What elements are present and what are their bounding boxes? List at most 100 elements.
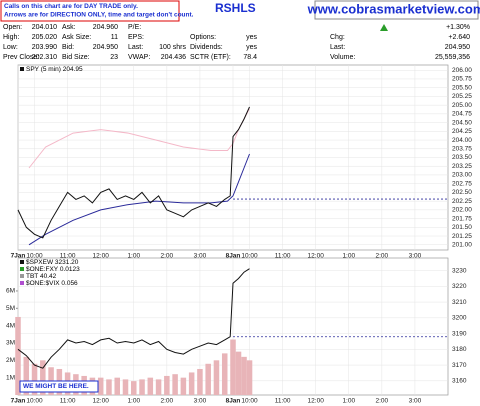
y-tick-label: 204.50	[452, 119, 472, 126]
volume-bar	[180, 377, 187, 395]
y-tick-label: 1M	[6, 374, 15, 381]
quote-value: +2.640	[448, 34, 470, 41]
x-tick-label: 1:00	[342, 398, 355, 405]
x-tick-label: 12:00	[308, 398, 325, 405]
y2-tick-label: 3160	[452, 378, 467, 385]
x-tick-label: 2:00	[376, 253, 389, 260]
quote-label: Ask Size:	[62, 34, 91, 41]
quote-value: 11	[111, 34, 118, 41]
volume-bar	[188, 372, 195, 395]
x-tick-label: 10:00	[26, 398, 43, 405]
price-line	[17, 268, 250, 369]
y-tick-label: 203.25	[452, 163, 472, 170]
y2-tick-label: 3210	[452, 299, 467, 306]
volume-bar	[246, 360, 253, 395]
y2-tick-label: 3180	[452, 346, 467, 353]
quote-value: yes	[246, 34, 257, 41]
y-tick-label: 203.50	[452, 154, 472, 161]
quote-value: 203.990	[32, 44, 57, 51]
volume-bar	[235, 351, 242, 395]
y2-tick-label: 3230	[452, 267, 467, 274]
x-tick-label: 11:00	[60, 398, 76, 405]
x-tick-label: 3:00	[409, 398, 422, 405]
volume-bar	[97, 377, 104, 395]
volume-bar	[164, 375, 170, 395]
quote-label: Prev Close:	[3, 54, 39, 61]
quote-label: Volume:	[330, 54, 355, 61]
quote-value: 23	[110, 54, 118, 61]
x-tick-label: 2:00	[161, 253, 174, 260]
y-tick-label: 201.50	[452, 224, 472, 231]
x-tick-label: 1:00	[127, 398, 140, 405]
y-tick-label: 5M	[6, 305, 15, 312]
quote-value: 25,559,356	[435, 54, 470, 61]
x-tick-label: 3:00	[194, 398, 207, 405]
volume-bar	[172, 374, 178, 395]
x-tick-label: 11:00	[60, 253, 76, 260]
y-tick-label: 204.75	[452, 111, 472, 118]
x-tick-label: 7Jan	[11, 253, 26, 260]
symbol-title: RSHLS	[215, 1, 256, 15]
y-tick-label: 2M	[6, 357, 15, 364]
note-box	[0, 0, 180, 22]
y-tick-label: 202.50	[452, 189, 472, 196]
legend-swatch	[20, 274, 24, 278]
x-tick-label: 11:00	[275, 253, 291, 260]
x-tick-label: 3:00	[194, 253, 207, 260]
up-arrow	[380, 24, 388, 31]
quote-value: 78.4	[243, 54, 257, 61]
y2-tick-label: 3200	[452, 315, 467, 322]
y-tick-label: 203.75	[452, 145, 472, 152]
y2-tick-label: 3170	[452, 362, 467, 369]
y-tick-label: 205.50	[452, 84, 472, 91]
quote-label: Last:	[330, 44, 345, 51]
y-tick-label: 3M	[6, 340, 15, 347]
volume-bar	[131, 381, 137, 395]
quote-label: SCTR (ETF):	[190, 54, 231, 61]
volume-bar	[114, 377, 120, 395]
x-tick-label: 1:00	[127, 253, 140, 260]
legend-label: $ONE:FXY 0.0123	[26, 266, 80, 273]
y-tick-label: 205.00	[452, 102, 472, 109]
price-line	[17, 106, 250, 239]
quote-label: Ask:	[62, 24, 76, 31]
price-line	[28, 153, 250, 246]
quote-label: Bid Size:	[62, 54, 90, 61]
volume-bar	[205, 363, 211, 395]
x-tick-label: 1:00	[342, 253, 355, 260]
x-tick-label: 2:00	[161, 398, 174, 405]
x-tick-label: 8Jan	[226, 253, 241, 260]
legend-label: $ONE:$VIX 0.056	[26, 280, 78, 287]
volume-bar	[221, 353, 228, 395]
quote-label: VWAP:	[128, 54, 150, 61]
quote-label: Open:	[3, 24, 22, 31]
annotation: WE MIGHT BE HERE.	[23, 383, 89, 390]
quote-value: 204.010	[32, 24, 57, 31]
quote-value: 204.950	[93, 44, 118, 51]
x-tick-label: 12:00	[93, 253, 110, 260]
quote-value: 100 shrs	[159, 44, 186, 51]
y-tick-label: 6M	[6, 288, 15, 295]
volume-bar	[139, 379, 145, 395]
legend-swatch	[20, 267, 24, 271]
x-tick-label: 12:00	[93, 398, 110, 405]
quote-label: Options:	[190, 34, 216, 41]
x-tick-label: 10:00	[241, 253, 258, 260]
y-tick-label: 201.75	[452, 215, 472, 222]
y-tick-label: 202.75	[452, 180, 472, 187]
legend-swatch	[20, 260, 24, 264]
y2-tick-label: 3190	[452, 330, 467, 337]
x-tick-label: 2:00	[376, 398, 389, 405]
quote-label: P/E:	[128, 24, 141, 31]
volume-bar	[241, 356, 247, 395]
y-tick-label: 201.00	[452, 241, 472, 248]
volume-bar	[122, 379, 129, 395]
volume-bar	[31, 363, 38, 395]
annotation-box	[19, 380, 99, 393]
quote-label: Low:	[3, 44, 18, 51]
x-tick-label: 12:00	[308, 253, 325, 260]
y-tick-label: 4M	[6, 322, 15, 329]
note: Calls on this chart are for DAY TRADE on…	[4, 3, 138, 10]
note: Arrows are for DIRECTION ONLY, time and …	[4, 12, 194, 19]
